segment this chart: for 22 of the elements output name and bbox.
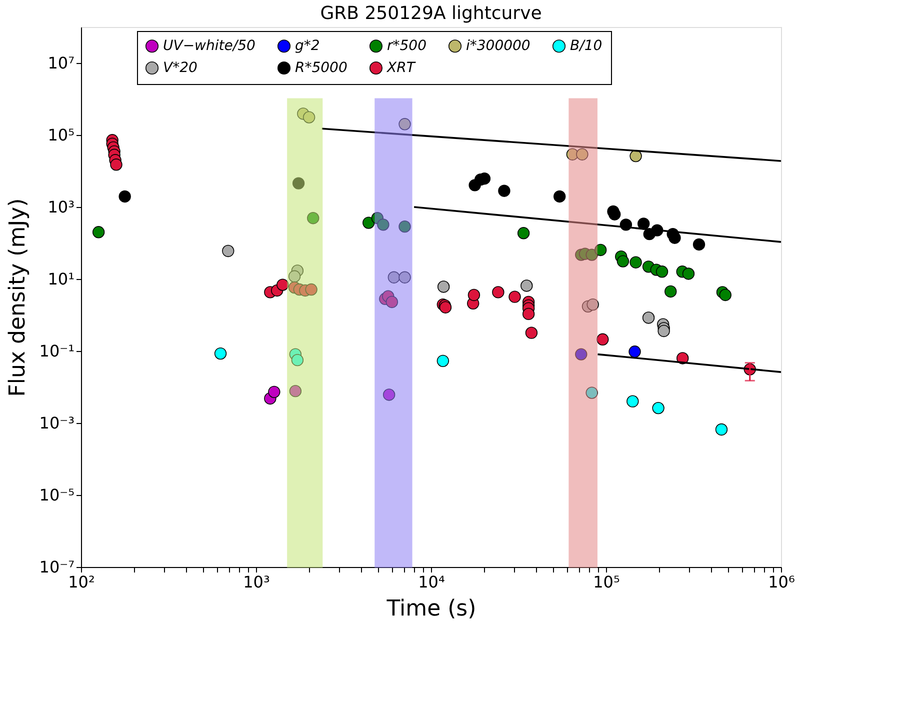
x-tick-label: 10⁵ bbox=[593, 572, 620, 592]
x-tick-label: 10³ bbox=[243, 572, 270, 592]
legend-label: XRT bbox=[386, 60, 416, 76]
x-axis-title: Time (s) bbox=[386, 596, 476, 622]
y-tick-label: 10¹ bbox=[48, 270, 74, 288]
legend-label: UV−white/50 bbox=[163, 38, 256, 54]
y-tick-label: 10⁻⁵ bbox=[39, 486, 74, 504]
legend-label: R*5000 bbox=[295, 60, 348, 76]
legend-label: r*500 bbox=[387, 38, 427, 54]
y-tick-label: 10⁵ bbox=[48, 126, 74, 144]
y-axis-title: Flux density (mJy) bbox=[5, 198, 30, 397]
y-tick-label: 10⁻³ bbox=[39, 414, 74, 432]
chart-title: GRB 250129A lightcurve bbox=[320, 3, 542, 24]
legend-label: i*300000 bbox=[466, 38, 530, 54]
y-tick-label: 10³ bbox=[48, 198, 74, 216]
legend-label: V*20 bbox=[163, 60, 198, 76]
legend-label: g*2 bbox=[295, 38, 320, 54]
legend-label: B/10 bbox=[570, 38, 602, 54]
y-tick-label: 10⁷ bbox=[48, 54, 74, 72]
x-tick-label: 10⁶ bbox=[768, 572, 795, 592]
y-tick-label: 10⁻¹ bbox=[39, 342, 74, 360]
x-tick-label: 10⁴ bbox=[418, 572, 445, 592]
